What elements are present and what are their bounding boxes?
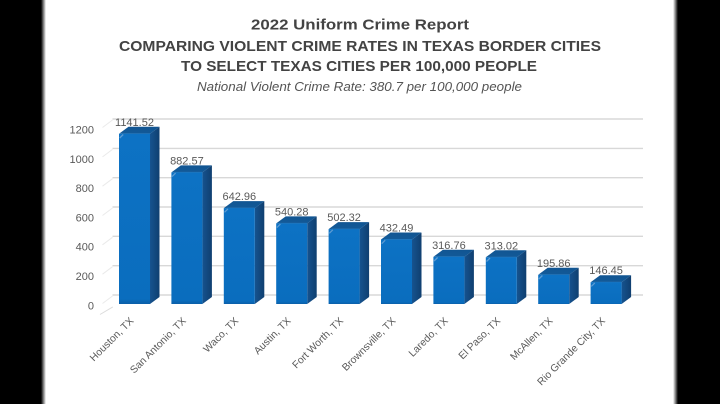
- svg-text:316.76: 316.76: [432, 240, 466, 252]
- svg-text:1000: 1000: [70, 154, 94, 166]
- svg-text:San Antonio, TX: San Antonio, TX: [128, 316, 188, 376]
- svg-text:432.49: 432.49: [380, 223, 414, 235]
- svg-text:1200: 1200: [70, 124, 94, 136]
- svg-text:Houston, TX: Houston, TX: [88, 316, 136, 364]
- svg-text:Austin, TX: Austin, TX: [252, 316, 293, 357]
- svg-text:El Paso, TX: El Paso, TX: [457, 316, 503, 362]
- svg-text:313.02: 313.02: [484, 240, 518, 252]
- svg-text:Laredo, TX: Laredo, TX: [407, 316, 451, 360]
- svg-text:502.32: 502.32: [327, 212, 361, 224]
- svg-text:195.86: 195.86: [537, 258, 571, 270]
- svg-text:642.96: 642.96: [222, 191, 256, 203]
- svg-text:400: 400: [76, 242, 94, 254]
- svg-text:600: 600: [76, 212, 94, 224]
- svg-text:Waco, TX: Waco, TX: [202, 316, 241, 355]
- svg-text:146.45: 146.45: [589, 265, 623, 277]
- svg-text:800: 800: [76, 183, 94, 195]
- svg-text:Fort Worth, TX: Fort Worth, TX: [291, 316, 346, 371]
- svg-text:National Violent Crime Rate: 3: National Violent Crime Rate: 380.7 per 1…: [197, 80, 522, 94]
- svg-text:200: 200: [76, 271, 94, 283]
- svg-text:COMPARING VIOLENT CRIME RATES: COMPARING VIOLENT CRIME RATES IN TEXAS B…: [119, 38, 601, 55]
- svg-text:0: 0: [88, 300, 94, 312]
- svg-text:2022 Uniform Crime Report: 2022 Uniform Crime Report: [251, 17, 469, 34]
- svg-text:Brownsville, TX: Brownsville, TX: [340, 316, 398, 374]
- svg-text:540.28: 540.28: [275, 206, 309, 218]
- svg-text:1141.52: 1141.52: [115, 117, 154, 129]
- svg-text:882.57: 882.57: [170, 155, 204, 167]
- svg-text:TO SELECT TEXAS CITIES PER 100: TO SELECT TEXAS CITIES PER 100,000 PEOPL…: [181, 58, 537, 75]
- svg-text:McAllen, TX: McAllen, TX: [509, 316, 556, 363]
